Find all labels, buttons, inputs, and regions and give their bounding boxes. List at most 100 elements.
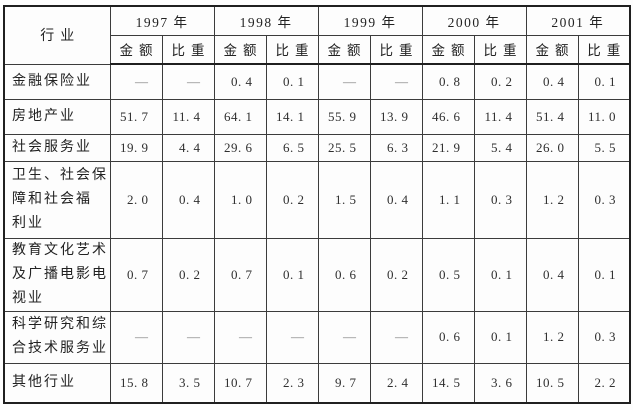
data-cell: 2. 2 xyxy=(577,362,631,404)
data-cell: 0. 4 xyxy=(369,160,423,239)
row-label: 教育文化艺术 及广播电影电 视业 xyxy=(3,237,111,312)
data-cell: 0. 2 xyxy=(161,237,215,312)
row-label: 卫生、社会保 障和社会福 利业 xyxy=(3,160,111,239)
data-cell: 0. 3 xyxy=(473,160,527,239)
share-header: 比重 xyxy=(473,34,527,65)
data-cell: 2. 3 xyxy=(265,362,319,404)
data-cell: 1. 5 xyxy=(317,160,371,239)
data-cell: 14. 5 xyxy=(421,362,475,404)
data-cell: — xyxy=(161,63,215,100)
data-cell: 0. 3 xyxy=(577,310,631,364)
data-cell: 1. 2 xyxy=(525,160,579,239)
industry-column-header: 行业 xyxy=(3,5,111,65)
data-cell: 0. 6 xyxy=(421,310,475,364)
data-cell: — xyxy=(109,310,163,364)
year-header-row: 行业 1997 年 1998 年 1999 年 2000 年 2001 年 xyxy=(3,5,631,65)
data-cell: 55. 9 xyxy=(317,98,371,135)
year-header-2001: 2001 年 xyxy=(525,5,631,36)
data-cell: — xyxy=(265,310,319,364)
amount-header: 金额 xyxy=(421,34,475,65)
data-cell: 4. 4 xyxy=(161,133,215,162)
year-header-2000: 2000 年 xyxy=(421,5,527,36)
share-header: 比重 xyxy=(265,34,319,65)
year-header-1998: 1998 年 xyxy=(213,5,319,36)
data-cell: 51. 4 xyxy=(525,98,579,135)
data-cell: 0. 1 xyxy=(577,63,631,100)
data-cell: 15. 8 xyxy=(109,362,163,404)
subheader-row: 金额 比重 金额 比重 金额 比重 金额 比重 金额 比重 xyxy=(4,34,631,65)
data-cell: 0. 4 xyxy=(161,160,215,239)
table-body: 金融保险业 — —0. 4 0. 1— —0. 8 0. 2 0. 4 0. 1 房地产业 51.… xyxy=(3,63,631,404)
year-header-1999: 1999 年 xyxy=(317,5,423,36)
amount-header: 金额 xyxy=(525,34,579,65)
data-cell: 0. 2 xyxy=(473,63,527,100)
row-label: 社会服务业 xyxy=(3,133,111,162)
row-label: 科学研究和综 合技术服务业 xyxy=(3,310,111,364)
data-cell: 0. 6 xyxy=(317,237,371,312)
data-cell: 14. 1 xyxy=(265,98,319,135)
table-row: 社会服务业 19. 9 4. 4 29. 6 6. 5 25. 5 6. 3 21. 9 5. … xyxy=(3,133,631,162)
data-cell: 0. 4 xyxy=(525,237,579,312)
data-cell: 5. 4 xyxy=(473,133,527,162)
data-cell: 26. 0 xyxy=(525,133,579,162)
data-cell: 0. 3 xyxy=(577,160,631,239)
share-header: 比重 xyxy=(369,34,423,65)
amount-header: 金额 xyxy=(317,34,371,65)
data-cell: 5. 5 xyxy=(577,133,631,162)
data-cell: 51. 7 xyxy=(109,98,163,135)
data-cell: — xyxy=(317,63,371,100)
data-cell: 6. 5 xyxy=(265,133,319,162)
amount-header: 金额 xyxy=(109,34,163,65)
data-cell: 13. 9 xyxy=(369,98,423,135)
data-cell: 0. 7 xyxy=(213,237,267,312)
row-label: 房地产业 xyxy=(3,98,111,135)
data-cell: — xyxy=(317,310,371,364)
data-cell: 0. 2 xyxy=(265,160,319,239)
table-row: 金融保险业 — —0. 4 0. 1— —0. 8 0. 2 0. 4 0. 1 xyxy=(3,63,631,100)
data-cell: 21. 9 xyxy=(421,133,475,162)
data-cell: 1. 1 xyxy=(421,160,475,239)
data-cell: 6. 3 xyxy=(369,133,423,162)
share-header: 比重 xyxy=(577,34,631,65)
data-cell: — xyxy=(369,63,423,100)
data-cell: 1. 2 xyxy=(525,310,579,364)
data-cell: 0. 4 xyxy=(213,63,267,100)
row-label: 其他行业 xyxy=(3,362,111,404)
data-cell: 11. 0 xyxy=(577,98,631,135)
data-cell: 0. 2 xyxy=(369,237,423,312)
data-cell: 2. 4 xyxy=(369,362,423,404)
data-cell: 0. 1 xyxy=(473,310,527,364)
data-cell: 11. 4 xyxy=(161,98,215,135)
table-header: 行业 1997 年 1998 年 1999 年 2000 年 2001 年 金额… xyxy=(3,5,631,65)
data-cell: 1. 0 xyxy=(213,160,267,239)
statistics-table-container: 行业 1997 年 1998 年 1999 年 2000 年 2001 年 金额… xyxy=(3,5,631,404)
data-cell: 64. 1 xyxy=(213,98,267,135)
data-cell: 0. 1 xyxy=(265,63,319,100)
data-cell: 9. 7 xyxy=(317,362,371,404)
data-cell: 0. 7 xyxy=(109,237,163,312)
data-cell: 0. 8 xyxy=(421,63,475,100)
data-cell: — xyxy=(161,310,215,364)
data-cell: 3. 5 xyxy=(161,362,215,404)
data-cell: 0. 4 xyxy=(525,63,579,100)
year-header-1997: 1997 年 xyxy=(109,5,215,36)
data-cell: 2. 0 xyxy=(109,160,163,239)
data-cell: 29. 6 xyxy=(213,133,267,162)
data-cell: 25. 5 xyxy=(317,133,371,162)
data-cell: 0. 1 xyxy=(473,237,527,312)
data-cell: 0. 5 xyxy=(421,237,475,312)
data-cell: — xyxy=(213,310,267,364)
data-cell: 0. 1 xyxy=(577,237,631,312)
industry-year-table: 行业 1997 年 1998 年 1999 年 2000 年 2001 年 金额… xyxy=(3,5,631,404)
table-row: 教育文化艺术 及广播电影电 视业 0. 7 0. 2 0. 7 0. 1 0. 6 0. 2… xyxy=(3,237,631,312)
data-cell: — xyxy=(109,63,163,100)
amount-header: 金额 xyxy=(213,34,267,65)
table-row: 科学研究和综 合技术服务业 — — — — — —0. 6 0. 1 1. 2 0. 3 xyxy=(3,310,631,364)
row-label: 金融保险业 xyxy=(3,63,111,100)
share-header: 比重 xyxy=(161,34,215,65)
data-cell: 10. 7 xyxy=(213,362,267,404)
data-cell: 10. 5 xyxy=(525,362,579,404)
